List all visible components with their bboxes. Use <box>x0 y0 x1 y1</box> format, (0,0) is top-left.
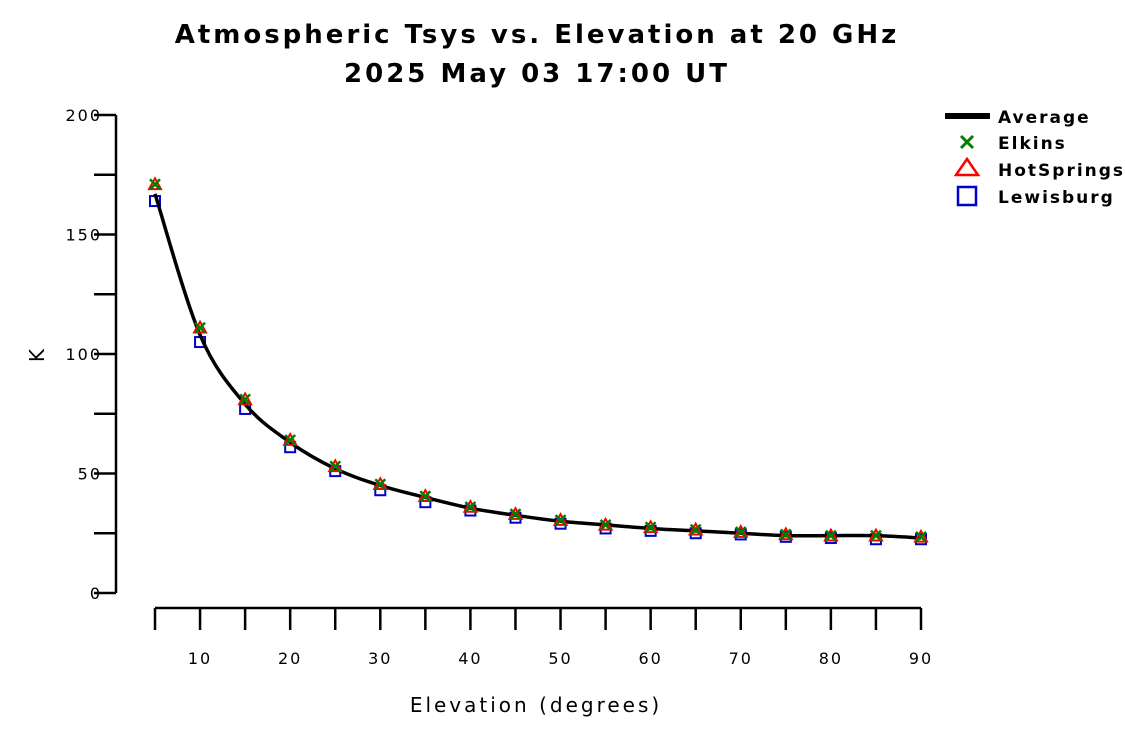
x-tick-label: 70 <box>729 649 753 668</box>
y-axis: 0 50 100 150 200 <box>65 106 118 603</box>
legend-label: HotSprings <box>998 161 1125 181</box>
data-point-elkins <box>644 521 657 534</box>
data-point-hotsprings <box>552 512 569 526</box>
chart-title: Atmospheric Tsys vs. Elevation at 20 GHz <box>175 20 900 50</box>
data-point-elkins <box>149 178 161 191</box>
data-point-hotsprings <box>192 319 208 334</box>
x-tick-label: 90 <box>909 649 933 668</box>
x-tick-label: 40 <box>458 649 482 668</box>
y-tick-label: 150 <box>65 226 102 245</box>
x-axis: 10 20 30 40 50 60 70 80 90 <box>153 606 933 668</box>
data-point-hotsprings <box>823 527 839 542</box>
x-axis-label: Elevation (degrees) <box>410 693 662 717</box>
legend-item-average: Average <box>945 108 1091 128</box>
data-point-hotsprings <box>462 498 479 513</box>
data-point-hotsprings <box>597 516 614 531</box>
data-point-elkins <box>870 529 882 542</box>
data-point-elkins <box>689 523 702 536</box>
data-point-hotsprings <box>642 519 659 534</box>
series-lewisburg <box>149 195 927 546</box>
legend-swatch-triangle <box>953 156 981 177</box>
data-point-elkins <box>554 514 567 526</box>
series-line-average <box>153 193 922 540</box>
data-point-elkins <box>734 526 747 538</box>
data-point-hotsprings <box>507 506 524 520</box>
series-hotsprings <box>147 176 929 543</box>
legend-label: Elkins <box>998 134 1067 154</box>
data-point-hotsprings <box>147 176 163 191</box>
plot-area <box>147 176 929 546</box>
data-point-hotsprings <box>868 527 884 542</box>
y-tick-label: 200 <box>65 106 102 125</box>
y-tick-label: 50 <box>78 465 102 484</box>
series-elkins <box>149 178 927 543</box>
legend-item-hotsprings: HotSprings <box>953 156 1125 181</box>
data-point-elkins <box>464 501 477 513</box>
legend-swatch-square <box>956 185 978 207</box>
data-point-hotsprings <box>327 458 343 473</box>
data-point-hotsprings <box>778 526 794 541</box>
data-point-elkins <box>509 508 522 521</box>
data-point-hotsprings <box>733 523 749 538</box>
data-point-hotsprings <box>688 521 704 536</box>
legend-label: Lewisburg <box>998 188 1115 208</box>
data-point-hotsprings <box>372 476 388 491</box>
data-point-elkins <box>374 478 387 491</box>
data-point-elkins <box>779 528 792 541</box>
y-tick-label: 0 <box>90 584 102 603</box>
data-point-elkins <box>194 321 206 334</box>
legend-label: Average <box>998 108 1091 128</box>
legend-swatch-x <box>959 134 975 150</box>
legend: Average Elkins HotSprings Lewisburg <box>945 108 1125 208</box>
data-point-hotsprings <box>417 488 434 503</box>
legend-item-lewisburg: Lewisburg <box>956 185 1115 208</box>
data-point-elkins <box>284 434 297 446</box>
y-axis-label: K <box>25 346 49 362</box>
data-point-hotsprings <box>237 391 253 406</box>
chart-subtitle: 2025 May 03 17:00 UT <box>344 59 730 89</box>
data-point-elkins <box>329 460 342 473</box>
x-tick-label: 10 <box>188 649 212 668</box>
legend-item-elkins: Elkins <box>959 134 1067 154</box>
data-point-elkins <box>824 529 837 542</box>
data-point-elkins <box>419 490 432 503</box>
y-tick-label: 100 <box>65 345 102 364</box>
x-tick-label: 50 <box>548 649 572 668</box>
x-tick-label: 20 <box>278 649 302 668</box>
data-point-elkins <box>599 519 612 531</box>
series-average <box>153 193 922 540</box>
x-tick-label: 80 <box>819 649 843 668</box>
x-tick-label: 30 <box>368 649 392 668</box>
data-point-hotsprings <box>913 528 929 543</box>
x-tick-label: 60 <box>638 649 662 668</box>
data-point-elkins <box>915 530 927 543</box>
data-point-elkins <box>239 393 252 406</box>
data-point-hotsprings <box>282 431 298 446</box>
